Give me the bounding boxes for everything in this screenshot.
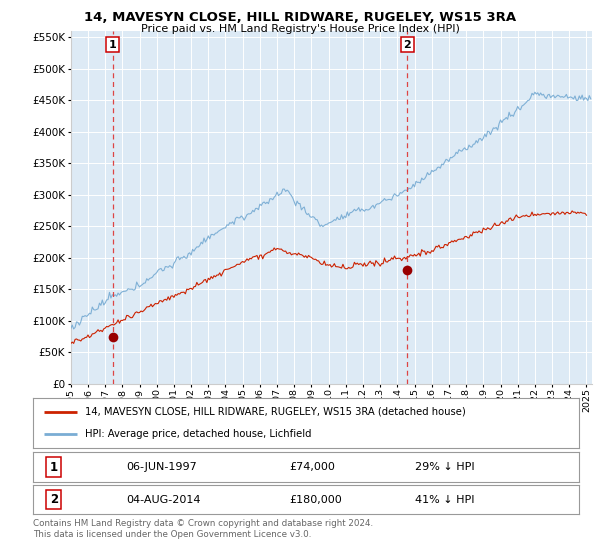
Text: 1: 1 bbox=[50, 460, 58, 474]
Text: £180,000: £180,000 bbox=[290, 494, 343, 505]
Text: HPI: Average price, detached house, Lichfield: HPI: Average price, detached house, Lich… bbox=[85, 430, 311, 440]
Text: 41% ↓ HPI: 41% ↓ HPI bbox=[415, 494, 475, 505]
Text: Price paid vs. HM Land Registry's House Price Index (HPI): Price paid vs. HM Land Registry's House … bbox=[140, 24, 460, 34]
Text: Contains HM Land Registry data © Crown copyright and database right 2024.
This d: Contains HM Land Registry data © Crown c… bbox=[33, 519, 373, 539]
Text: 14, MAVESYN CLOSE, HILL RIDWARE, RUGELEY, WS15 3RA: 14, MAVESYN CLOSE, HILL RIDWARE, RUGELEY… bbox=[84, 11, 516, 24]
Text: 04-AUG-2014: 04-AUG-2014 bbox=[126, 494, 200, 505]
Text: £74,000: £74,000 bbox=[290, 462, 335, 472]
Text: 1: 1 bbox=[109, 40, 116, 50]
Text: 06-JUN-1997: 06-JUN-1997 bbox=[126, 462, 197, 472]
Text: 2: 2 bbox=[403, 40, 411, 50]
Text: 14, MAVESYN CLOSE, HILL RIDWARE, RUGELEY, WS15 3RA (detached house): 14, MAVESYN CLOSE, HILL RIDWARE, RUGELEY… bbox=[85, 407, 466, 417]
Text: 2: 2 bbox=[50, 493, 58, 506]
Text: 29% ↓ HPI: 29% ↓ HPI bbox=[415, 462, 475, 472]
